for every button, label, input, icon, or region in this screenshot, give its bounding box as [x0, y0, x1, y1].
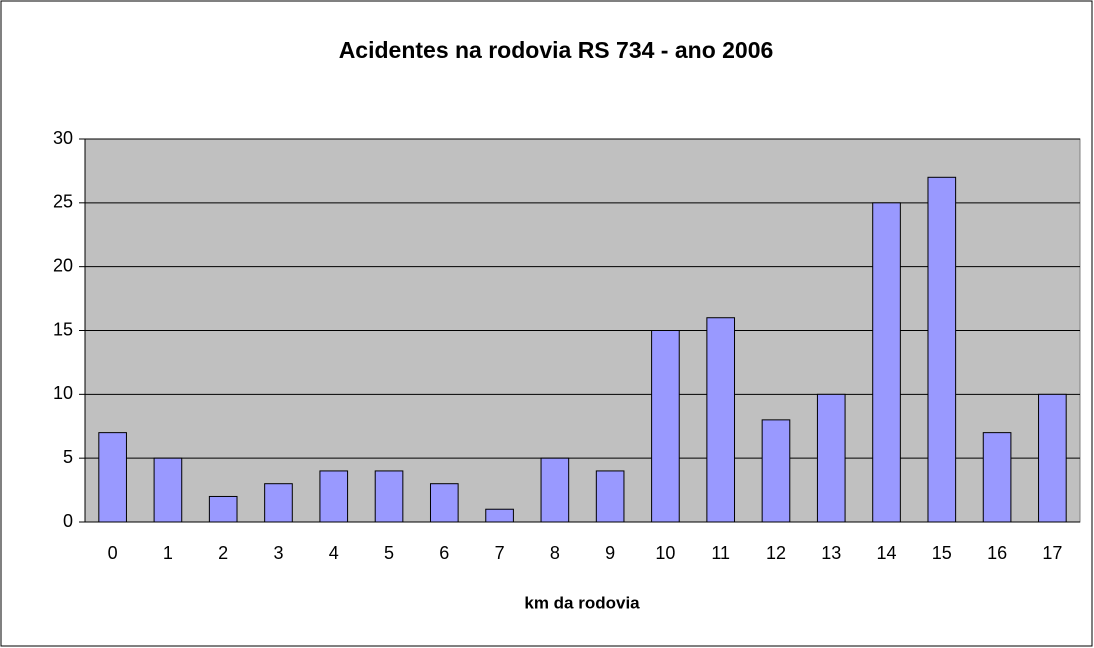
y-tick-label: 0	[63, 511, 73, 531]
bar	[98, 432, 127, 523]
bar	[485, 508, 514, 523]
x-tick-label: 8	[550, 543, 560, 563]
y-tick-label: 30	[53, 128, 73, 148]
bar	[1038, 393, 1067, 523]
x-tick-label: 9	[605, 543, 615, 563]
x-tick-label: 16	[987, 543, 1007, 563]
y-tick-label: 10	[53, 383, 73, 403]
x-tick-label: 1	[163, 543, 173, 563]
x-tick-label: 2	[218, 543, 228, 563]
bar	[264, 483, 293, 523]
x-tick-label: 6	[439, 543, 449, 563]
bar	[208, 495, 238, 523]
y-tick-label: 5	[63, 447, 73, 467]
y-tick-label: 25	[53, 192, 73, 212]
x-tick-label: 17	[1042, 543, 1062, 563]
bar	[540, 457, 570, 523]
bar	[872, 202, 901, 523]
x-tick-label: 7	[495, 543, 505, 563]
x-tick-label: 12	[766, 543, 786, 563]
x-tick-label: 4	[329, 543, 339, 563]
bar	[153, 457, 183, 523]
x-tick-label: 15	[932, 543, 952, 563]
bar	[429, 483, 459, 523]
bar	[706, 317, 736, 523]
y-tick-label: 15	[53, 319, 73, 339]
x-tick-label: 10	[655, 543, 675, 563]
y-tick-label: 20	[53, 255, 73, 275]
x-tick-label: 5	[384, 543, 394, 563]
x-axis-label: km da rodovia	[524, 593, 640, 612]
x-tick-label: 14	[877, 543, 897, 563]
bar	[761, 419, 791, 523]
x-tick-label: 13	[821, 543, 841, 563]
x-tick-label: 0	[108, 543, 118, 563]
bar	[816, 393, 846, 523]
bar	[927, 176, 957, 523]
x-tick-label: 3	[273, 543, 283, 563]
bar	[982, 432, 1012, 523]
bar	[374, 470, 404, 523]
x-tick-label: 11	[711, 543, 730, 563]
bar	[651, 330, 680, 523]
chart-title: Acidentes na rodovia RS 734 - ano 2006	[339, 37, 774, 63]
bar	[319, 470, 349, 523]
bar	[595, 470, 625, 523]
